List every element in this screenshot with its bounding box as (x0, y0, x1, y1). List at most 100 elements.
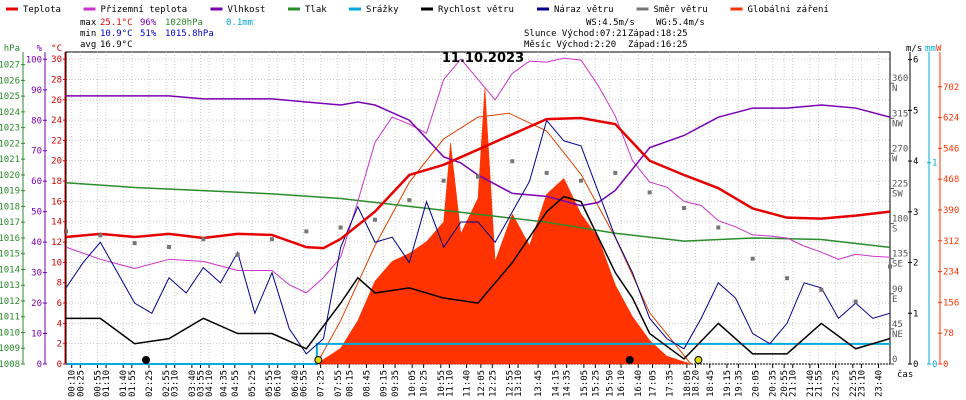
temperature-axis-label: °C (51, 44, 62, 54)
wind-speed-tick-label: 4 (913, 157, 918, 167)
direction-tick-label: 0 (892, 355, 897, 365)
humidity-tick-label: 50 (31, 208, 42, 218)
x-tick-label: 20:55 (780, 370, 790, 397)
info-sunrise: Slunce Východ:07:21 (524, 29, 627, 39)
x-tick-label: 10:25 (420, 370, 430, 397)
pressure-tick-label: 1016 (0, 234, 20, 244)
stats-avg-temp: 16.9°C (100, 40, 133, 50)
humidity-tick-label: 30 (31, 269, 42, 279)
wind-direction-point (373, 217, 377, 222)
wind-direction-point (853, 299, 858, 304)
temperature-tick-label: 16 (51, 197, 62, 207)
pressure-tick-label: 1026 (0, 76, 20, 86)
x-tick-label: 22:25 (832, 370, 842, 397)
radiation-tick-label: 0 (943, 360, 948, 370)
stats-min-press: 1015.8hPa (165, 29, 214, 39)
temperature-tick-label: 20 (51, 157, 62, 167)
x-tick-label: 02:25 (145, 370, 155, 397)
x-tick-label: 08:45 (362, 370, 372, 397)
x-tick-label: 06:40 (291, 370, 301, 397)
x-tick-label: 12:25 (488, 370, 498, 397)
series-prizemni-teplota (65, 57, 891, 294)
temperature-tick-label: 8 (57, 279, 62, 289)
x-tick-label: 14:15 (551, 370, 561, 397)
x-tick-label: 00:25 (76, 370, 86, 397)
x-tick-label: 19:15 (723, 370, 733, 397)
x-tick-label: 13:10 (514, 370, 524, 397)
x-tick-label: 15:05 (580, 370, 590, 397)
pressure-tick-label: 1024 (0, 108, 20, 118)
x-tick-label: 00:55 (93, 370, 103, 397)
sunset-marker (694, 356, 703, 364)
wind-direction-point (476, 174, 480, 179)
x-tick-label: 07:25 (317, 370, 327, 397)
wind-direction-point (510, 159, 515, 164)
temperature-tick-label: 6 (57, 299, 62, 309)
wind-direction-point (888, 264, 892, 269)
direction-tick-name: NE (892, 330, 903, 340)
wind-direction-point (647, 190, 652, 195)
x-tick-label: 01:40 (119, 370, 129, 397)
direction-tick-label: 360 (892, 74, 908, 84)
series-tlak (65, 182, 891, 249)
pressure-tick-label: 1020 (0, 171, 20, 181)
temperature-tick-label: 28 (51, 75, 62, 85)
humidity-tick-label: 0 (37, 360, 42, 370)
legend-label: Srážky (366, 5, 399, 15)
wind-speed-tick-label: 3 (913, 208, 918, 218)
wind-direction-point (235, 252, 240, 257)
humidity-tick-label: 60 (31, 177, 42, 187)
wind-speed-tick-label: 0 (913, 360, 918, 370)
legend-label: Globální záření (748, 5, 829, 15)
wind-direction-point (338, 225, 343, 230)
x-tick-label: 13:45 (534, 370, 544, 397)
direction-tick-name: E (892, 295, 897, 305)
pressure-tick-label: 1010 (0, 328, 20, 338)
x-tick-label: 17:35 (666, 370, 676, 397)
humidity-tick-label: 20 (31, 299, 42, 309)
pressure-tick-label: 1025 (0, 92, 20, 102)
x-tick-label: 06:55 (299, 370, 309, 397)
wind-direction-point (304, 229, 309, 234)
legend-label: Směr větru (654, 5, 708, 15)
humidity-tick-label: 80 (31, 116, 42, 126)
humidity-tick-label: 90 (31, 86, 42, 96)
direction-tick-label: 135 (892, 250, 908, 260)
rain-tick-label: 1 (932, 159, 937, 169)
x-axis-label: čas (897, 369, 913, 380)
radiation-tick-label: 234 (943, 268, 959, 278)
temperature-tick-label: 14 (51, 218, 62, 228)
x-tick-label: 10:05 (408, 370, 418, 397)
direction-tick-label: 270 (892, 144, 908, 154)
temperature-tick-label: 0 (57, 360, 62, 370)
direction-tick-label: 315 (892, 109, 908, 119)
wind-direction-point (682, 206, 686, 210)
x-tick-label: 17:05 (649, 370, 659, 397)
x-tick-label: 11:10 (445, 370, 455, 397)
temperature-tick-label: 2 (57, 340, 62, 350)
wind-speed-axis-label: m/s (906, 44, 922, 54)
pressure-tick-label: 1015 (0, 250, 20, 260)
wind-direction-point (201, 237, 206, 242)
humidity-tick-label: 70 (31, 147, 42, 157)
direction-tick-name: SE (892, 260, 903, 270)
pressure-tick-label: 1017 (0, 218, 20, 228)
pressure-tick-label: 1027 (0, 61, 20, 71)
stats-max-rain: 0.1mm (226, 18, 253, 28)
radiation-tick-label: 624 (943, 114, 959, 124)
rain-tick-label: 0 (932, 360, 937, 370)
x-tick-label: 12:05 (477, 370, 487, 397)
x-tick-label: 20:05 (752, 370, 762, 397)
x-tick-label: 03:40 (188, 370, 198, 397)
pressure-tick-label: 1019 (0, 187, 20, 197)
info-moonset: Západ:16:25 (628, 40, 688, 50)
wind-direction-point (785, 276, 789, 281)
humidity-tick-label: 10 (31, 330, 42, 340)
x-tick-label: 03:55 (196, 370, 206, 397)
wind-speed-tick-label: 1 (913, 309, 918, 319)
direction-tick-label: 180 (892, 215, 908, 225)
x-tick-label: 11:40 (463, 370, 473, 397)
stats-min-temp: 10.9°C (100, 29, 133, 39)
direction-tick-name: N (892, 84, 897, 94)
legend-label: Tlak (305, 5, 327, 15)
